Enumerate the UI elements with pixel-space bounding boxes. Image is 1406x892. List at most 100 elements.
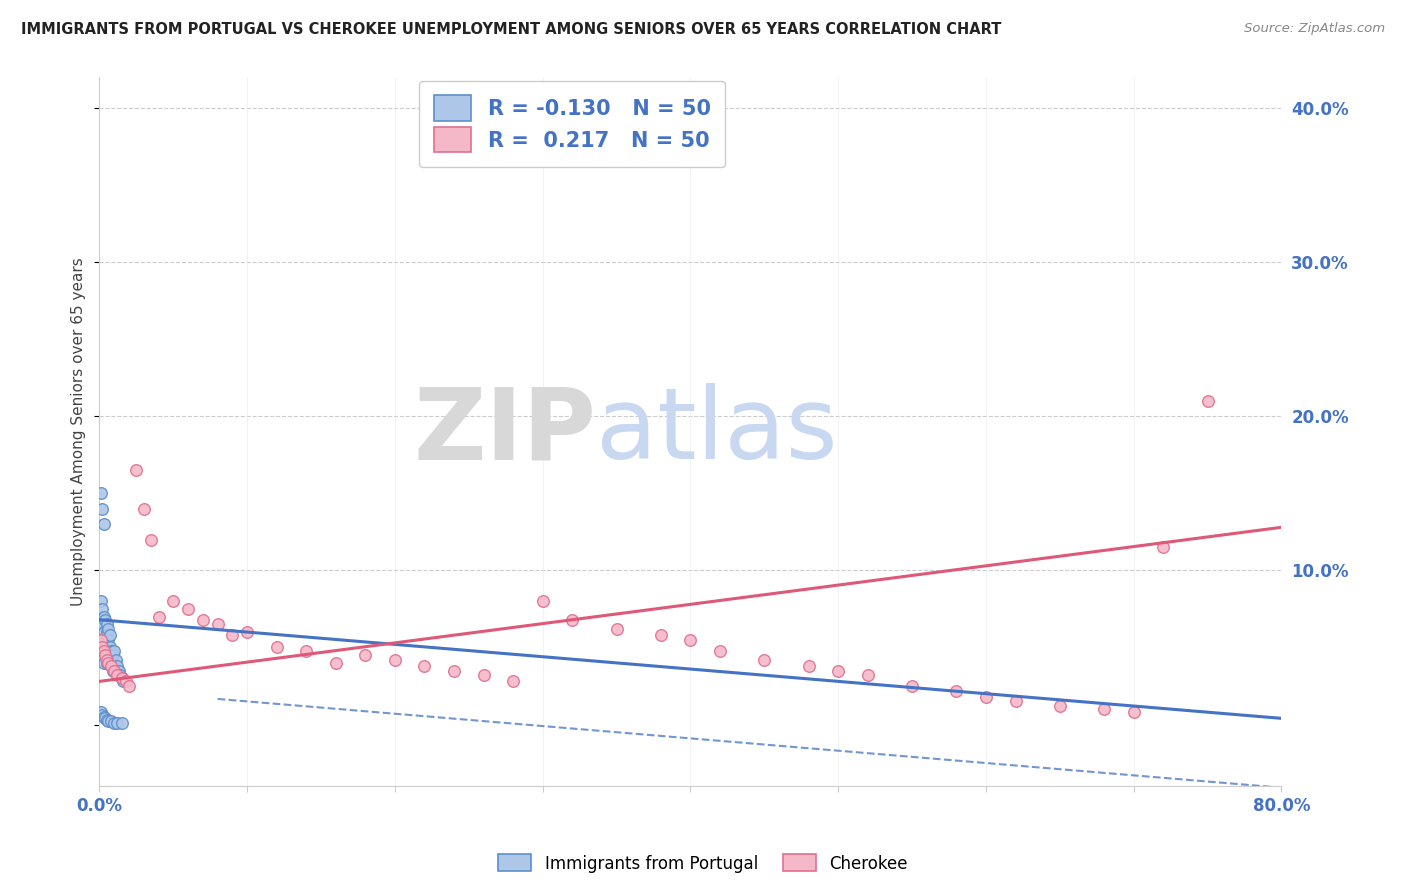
Point — [827, 664, 849, 678]
Point — [295, 643, 318, 657]
Point — [97, 714, 120, 729]
Point — [103, 643, 125, 657]
Text: IMMIGRANTS FROM PORTUGAL VS CHEROKEE UNEMPLOYMENT AMONG SENIORS OVER 65 YEARS CO: IMMIGRANTS FROM PORTUGAL VS CHEROKEE UNE… — [21, 22, 1001, 37]
Point — [90, 632, 112, 647]
Point — [94, 648, 117, 663]
Point — [93, 640, 115, 655]
Point — [101, 664, 124, 678]
Point — [90, 640, 112, 655]
Point — [101, 648, 124, 663]
Point — [115, 674, 138, 689]
Point — [354, 648, 377, 663]
Point — [93, 656, 115, 670]
Point — [100, 659, 122, 673]
Point — [91, 632, 114, 647]
Point — [103, 659, 125, 673]
Point — [96, 653, 118, 667]
Point — [96, 617, 118, 632]
Point — [221, 628, 243, 642]
Point — [100, 659, 122, 673]
Point — [93, 609, 115, 624]
Point — [90, 625, 112, 640]
Point — [97, 656, 120, 670]
Point — [1049, 699, 1071, 714]
Point — [103, 716, 125, 731]
Point — [90, 705, 112, 719]
Point — [94, 711, 117, 725]
Point — [413, 659, 436, 673]
Point — [91, 602, 114, 616]
Point — [100, 643, 122, 657]
Point — [90, 486, 112, 500]
Point — [191, 613, 214, 627]
Point — [561, 613, 583, 627]
Point — [97, 632, 120, 647]
Point — [1122, 705, 1144, 719]
Point — [100, 714, 122, 729]
Point — [945, 683, 967, 698]
Point — [177, 602, 200, 616]
Point — [110, 716, 132, 731]
Point — [97, 622, 120, 636]
Point — [148, 609, 170, 624]
Point — [1197, 394, 1219, 409]
Point — [472, 668, 495, 682]
Point — [207, 617, 229, 632]
Point — [93, 517, 115, 532]
Point — [91, 708, 114, 723]
Point — [96, 656, 118, 670]
Point — [93, 625, 115, 640]
Point — [974, 690, 997, 704]
Point — [107, 664, 129, 678]
Y-axis label: Unemployment Among Seniors over 65 years: Unemployment Among Seniors over 65 years — [72, 258, 86, 607]
Point — [90, 609, 112, 624]
Point — [105, 659, 128, 673]
Point — [1004, 694, 1026, 708]
Point — [132, 501, 155, 516]
Point — [91, 501, 114, 516]
Point — [266, 640, 288, 655]
Point — [110, 671, 132, 685]
Point — [1092, 702, 1115, 716]
Point — [105, 716, 128, 731]
Point — [650, 628, 672, 642]
Text: Source: ZipAtlas.com: Source: ZipAtlas.com — [1244, 22, 1385, 36]
Point — [90, 594, 112, 608]
Point — [94, 632, 117, 647]
Legend: R = -0.130   N = 50, R =  0.217   N = 50: R = -0.130 N = 50, R = 0.217 N = 50 — [419, 81, 725, 167]
Point — [384, 653, 406, 667]
Point — [531, 594, 554, 608]
Point — [93, 710, 115, 724]
Point — [96, 640, 118, 655]
Point — [105, 668, 128, 682]
Point — [96, 713, 118, 727]
Point — [754, 653, 776, 667]
Point — [98, 640, 121, 655]
Point — [141, 533, 163, 547]
Point — [93, 643, 115, 657]
Point — [118, 679, 141, 693]
Point — [162, 594, 184, 608]
Point — [502, 674, 524, 689]
Point — [98, 656, 121, 670]
Point — [797, 659, 820, 673]
Point — [108, 668, 131, 682]
Point — [104, 653, 127, 667]
Point — [94, 648, 117, 663]
Point — [856, 668, 879, 682]
Point — [1152, 541, 1174, 555]
Point — [91, 640, 114, 655]
Point — [94, 613, 117, 627]
Point — [96, 625, 118, 640]
Point — [110, 671, 132, 685]
Point — [125, 463, 148, 477]
Point — [679, 632, 702, 647]
Point — [112, 674, 135, 689]
Point — [103, 664, 125, 678]
Text: ZIP: ZIP — [413, 384, 596, 480]
Point — [443, 664, 465, 678]
Point — [606, 622, 628, 636]
Point — [901, 679, 924, 693]
Point — [97, 648, 120, 663]
Point — [91, 617, 114, 632]
